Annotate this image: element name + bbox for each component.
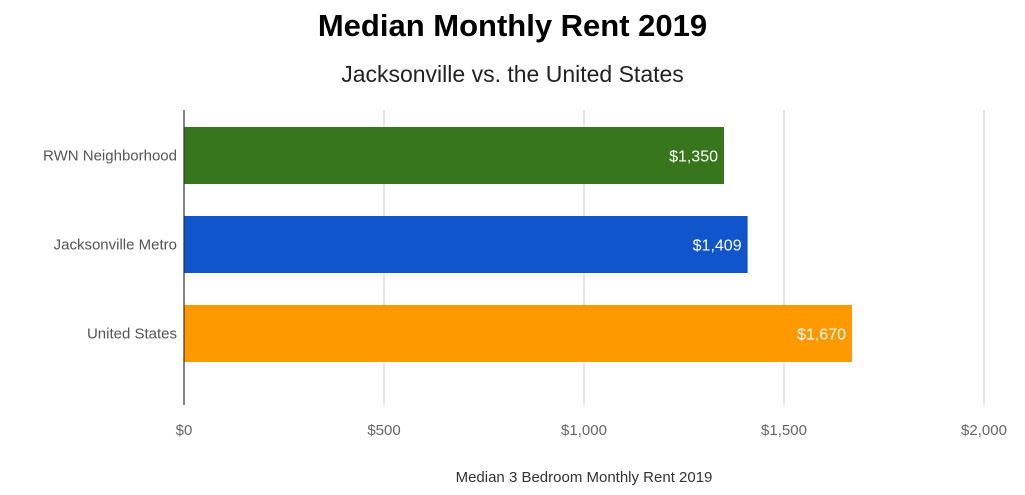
bar: [184, 127, 724, 184]
category-labels: RWN Neighborhood Jacksonville Metro United…: [43, 148, 177, 343]
x-tick-label: $500: [367, 422, 400, 439]
x-tick-label: $2,000: [961, 422, 1007, 439]
bar-value-label: $1,409: [693, 238, 742, 255]
chart-title: Median Monthly Rent 2019: [317, 8, 708, 43]
bar: [184, 216, 748, 273]
bars: [184, 127, 852, 362]
x-axis-title: Median 3 Bedroom Monthly Rent 2019: [456, 469, 713, 486]
x-tick-label: $1,000: [561, 422, 607, 439]
bar-value-label: $1,670: [797, 327, 846, 344]
bar-value-label: $1,350: [669, 149, 718, 166]
bar-value-labels: $1,350 $1,409 $1,670: [669, 149, 846, 344]
x-tick-label: $1,500: [761, 422, 807, 439]
category-label: RWN Neighborhood: [43, 148, 177, 165]
chart-subtitle: Jacksonville vs. the United States: [341, 61, 684, 87]
x-tick-label: $0: [176, 422, 193, 439]
bar: [184, 305, 852, 362]
x-tick-labels: $0 $500 $1,000 $1,500 $2,000: [176, 422, 1007, 439]
category-label: Jacksonville Metro: [54, 237, 177, 254]
category-label: United States: [87, 326, 177, 343]
